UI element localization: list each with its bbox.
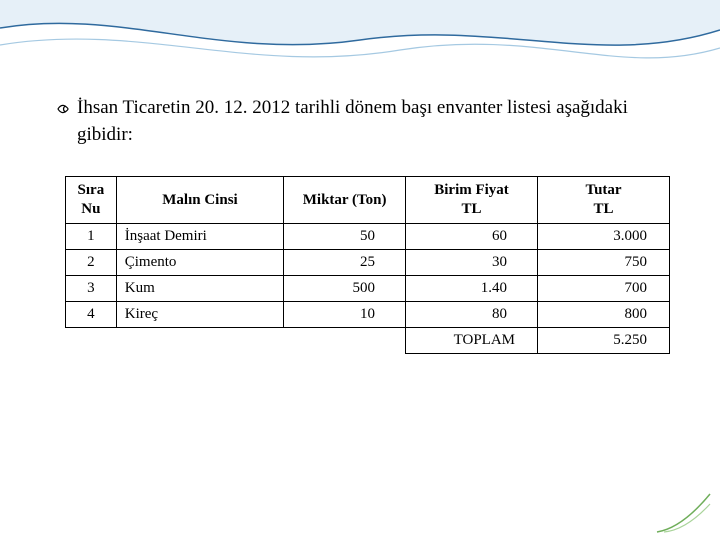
cell-sira: 4 — [66, 301, 117, 327]
col-header-sira: SıraNu — [66, 177, 117, 224]
cell-miktar: 25 — [284, 249, 406, 275]
total-blank — [66, 327, 117, 353]
intro-bullet-line: İhsan Ticaretin 20. 12. 2012 tarihli dön… — [55, 95, 680, 148]
inventory-table-container: SıraNu Malın Cinsi Miktar (Ton) Birim Fi… — [65, 176, 670, 354]
table-row: 3 Kum 500 1.40 700 — [66, 275, 670, 301]
cell-birim: 60 — [406, 223, 538, 249]
col-header-cins: Malın Cinsi — [116, 177, 283, 224]
cell-sira: 1 — [66, 223, 117, 249]
cell-miktar: 50 — [284, 223, 406, 249]
bullet-icon — [55, 99, 71, 126]
cell-miktar: 500 — [284, 275, 406, 301]
cell-tutar: 800 — [538, 301, 670, 327]
cell-cins: Kireç — [116, 301, 283, 327]
cell-sira: 3 — [66, 275, 117, 301]
table-row: 4 Kireç 10 80 800 — [66, 301, 670, 327]
cell-cins: Kum — [116, 275, 283, 301]
cell-tutar: 700 — [538, 275, 670, 301]
col-header-birim: Birim FiyatTL — [406, 177, 538, 224]
intro-text: İhsan Ticaretin 20. 12. 2012 tarihli dön… — [77, 95, 680, 148]
cell-birim: 80 — [406, 301, 538, 327]
table-body: 1 İnşaat Demiri 50 60 3.000 2 Çimento 25… — [66, 223, 670, 353]
total-blank — [116, 327, 283, 353]
cell-sira: 2 — [66, 249, 117, 275]
inventory-table: SıraNu Malın Cinsi Miktar (Ton) Birim Fi… — [65, 176, 670, 354]
total-blank — [284, 327, 406, 353]
col-header-tutar: TutarTL — [538, 177, 670, 224]
cell-cins: Çimento — [116, 249, 283, 275]
cell-miktar: 10 — [284, 301, 406, 327]
table-header-row: SıraNu Malın Cinsi Miktar (Ton) Birim Fi… — [66, 177, 670, 224]
cell-tutar: 750 — [538, 249, 670, 275]
total-value: 5.250 — [538, 327, 670, 353]
cell-birim: 30 — [406, 249, 538, 275]
table-row: 2 Çimento 25 30 750 — [66, 249, 670, 275]
cell-cins: İnşaat Demiri — [116, 223, 283, 249]
total-label: TOPLAM — [406, 327, 538, 353]
col-header-miktar: Miktar (Ton) — [284, 177, 406, 224]
cell-birim: 1.40 — [406, 275, 538, 301]
table-total-row: TOPLAM 5.250 — [66, 327, 670, 353]
table-row: 1 İnşaat Demiri 50 60 3.000 — [66, 223, 670, 249]
corner-decoration — [652, 488, 712, 534]
cell-tutar: 3.000 — [538, 223, 670, 249]
